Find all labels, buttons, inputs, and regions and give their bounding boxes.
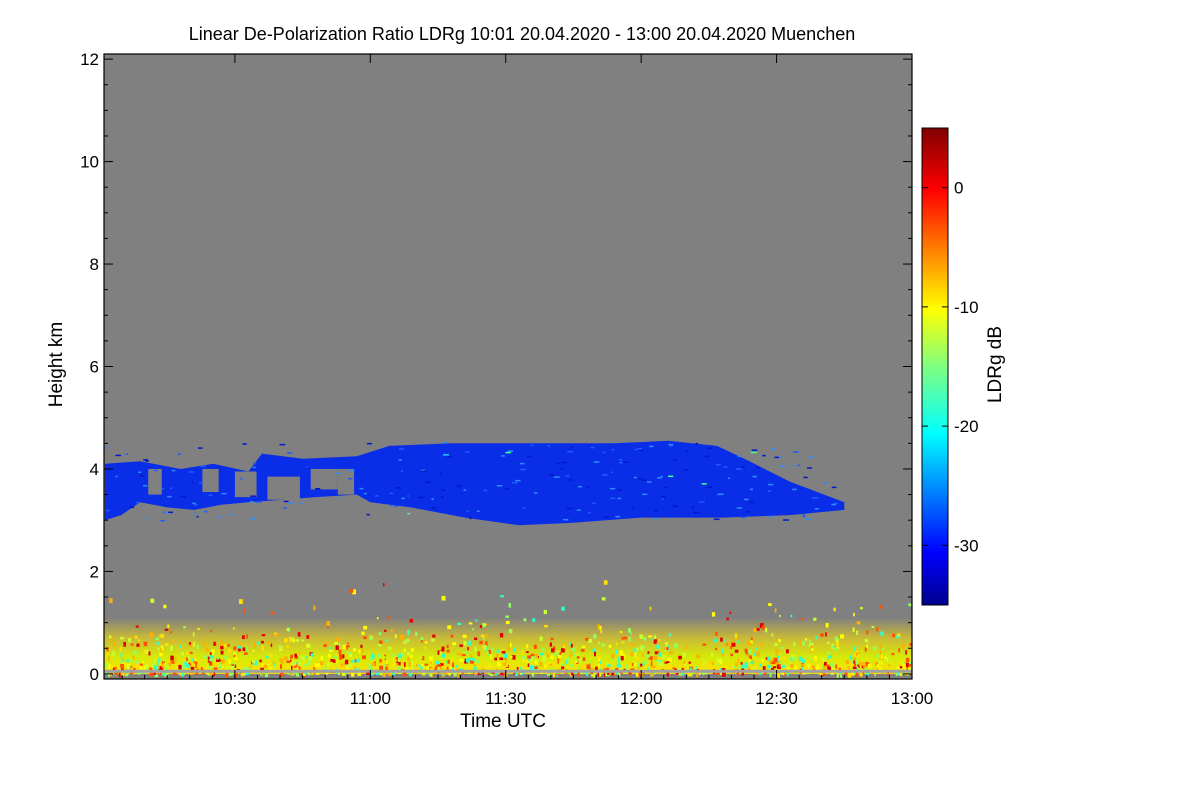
plot-background — [104, 54, 912, 679]
y-axis-ticks: 0 2 4 6 8 10 12 — [80, 50, 912, 684]
y-tick-label: 8 — [90, 255, 99, 274]
y-tick-label: 10 — [80, 153, 99, 172]
colorbar-tick-label: -10 — [954, 298, 979, 317]
x-tick-label: 12:30 — [755, 689, 798, 708]
x-axis-ticks: 10:30 11:00 11:30 12:00 12:30 13:00 — [121, 54, 934, 708]
colorbar-tick-label: -20 — [954, 417, 979, 436]
colorbar-tick-label: -30 — [954, 536, 979, 555]
colorbar — [921, 127, 949, 606]
x-tick-label: 11:30 — [485, 689, 526, 708]
x-axis-label: Time UTC — [460, 711, 546, 732]
ldr-data-field — [104, 440, 912, 678]
x-tick-label: 12:00 — [620, 689, 663, 708]
colorbar-tick-label: 0 — [954, 179, 963, 198]
y-tick-label: 12 — [80, 50, 99, 69]
x-tick-label: 11:00 — [350, 689, 391, 708]
y-tick-label: 6 — [90, 358, 99, 377]
x-tick-label: 10:30 — [214, 689, 257, 708]
y-tick-label: 0 — [90, 665, 99, 684]
cirrus-layer — [104, 440, 845, 526]
y-axis-label: Height km — [46, 322, 67, 408]
chart-title: Linear De-Polarization Ratio LDRg 10:01 … — [189, 24, 855, 44]
x-tick-label: 13:00 — [891, 689, 934, 708]
colorbar-ticks: 0 -10 -20 -30 — [922, 179, 979, 555]
boundary-layer-speckles — [104, 580, 912, 678]
cirrus-speckles — [104, 441, 838, 522]
y-tick-label: 2 — [90, 562, 99, 581]
colorbar-label: LDRg dB — [985, 326, 1006, 403]
y-tick-label: 4 — [90, 460, 99, 479]
